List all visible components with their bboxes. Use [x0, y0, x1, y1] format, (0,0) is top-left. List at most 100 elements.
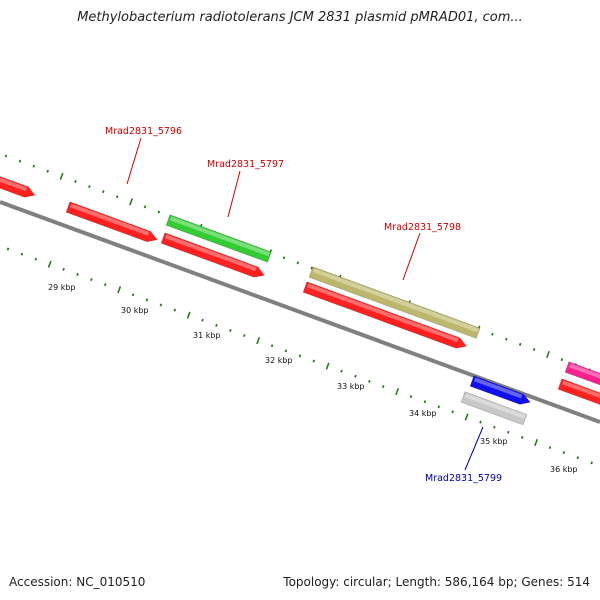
- tick-mark: [534, 438, 539, 447]
- tick-mark: [493, 425, 496, 429]
- gene-gray[interactable]: [460, 391, 528, 426]
- topology-label: Topology: circular; Length: 586,164 bp; …: [283, 575, 590, 589]
- tick-mark: [215, 323, 218, 327]
- gene-green[interactable]: [165, 214, 272, 263]
- tick-mark: [88, 185, 91, 189]
- gene-pink-partial[interactable]: [564, 361, 600, 390]
- gene-red-3[interactable]: [302, 281, 468, 349]
- tick-mark: [20, 252, 24, 256]
- tick-mark: [298, 354, 302, 358]
- scale-label-30kbp: 30 kbp: [121, 306, 149, 315]
- gene-label-leader-5799: [464, 426, 484, 471]
- tick-mark: [115, 195, 119, 199]
- tick-mark: [159, 303, 163, 307]
- gene-label-5798[interactable]: Mrad2831_5798: [384, 222, 461, 233]
- gene-red-partial-right-highlight: [562, 380, 600, 399]
- gene-label-5797[interactable]: Mrad2831_5797: [207, 159, 284, 170]
- tick-mark: [186, 311, 191, 319]
- scale-label-35kbp: 35 kbp: [480, 437, 508, 446]
- tick-mark: [546, 350, 550, 359]
- backbone-line: [0, 200, 600, 424]
- gene-label-leader-5797: [227, 170, 241, 218]
- scale-label-31kbp: 31 kbp: [193, 331, 221, 340]
- tick-mark: [173, 308, 177, 312]
- tick-mark: [256, 337, 261, 345]
- tick-mark: [576, 456, 580, 460]
- tick-mark: [340, 369, 343, 373]
- tick-mark: [520, 435, 524, 439]
- tick-mark: [145, 298, 149, 302]
- gene-label-5796[interactable]: Mrad2831_5796: [105, 126, 182, 137]
- tick-mark: [59, 172, 64, 180]
- tick-mark: [102, 190, 105, 194]
- tick-mark: [310, 266, 314, 270]
- tick-marks: [4, 154, 593, 465]
- tick-mark: [4, 154, 8, 158]
- gene-red-2[interactable]: [160, 232, 265, 278]
- tick-mark: [518, 342, 522, 346]
- tick-mark: [296, 261, 300, 265]
- tick-mark: [423, 400, 427, 404]
- scale-label-34kbp: 34 kbp: [409, 409, 437, 418]
- tick-mark: [90, 278, 93, 282]
- scale-label-36kbp: 36 kbp: [550, 465, 578, 474]
- tick-mark: [437, 405, 441, 409]
- tick-mark: [129, 198, 134, 206]
- tick-mark: [464, 413, 469, 421]
- tick-mark: [368, 379, 371, 383]
- tick-mark: [47, 260, 52, 268]
- gene-pink-partial-highlight: [569, 363, 600, 379]
- tick-mark: [505, 337, 508, 341]
- gene-red-1-highlight: [70, 203, 150, 236]
- tick-mark: [242, 334, 246, 338]
- tick-mark: [451, 410, 454, 414]
- tick-mark: [34, 257, 38, 261]
- tick-mark: [491, 332, 494, 336]
- tick-mark: [312, 359, 316, 363]
- tick-mark: [325, 362, 330, 370]
- tick-mark: [104, 283, 107, 287]
- tick-mark: [46, 169, 49, 173]
- gene-red-2-highlight: [165, 234, 257, 272]
- gene-red-1[interactable]: [65, 201, 158, 243]
- gene-red-partial-right[interactable]: [557, 378, 600, 405]
- map-title: Methylobacterium radiotolerans JCM 2831 …: [77, 10, 523, 25]
- gene-blue[interactable]: [469, 375, 531, 405]
- tick-mark: [143, 205, 147, 209]
- gene-khaki-highlight: [313, 268, 479, 333]
- tick-mark: [479, 420, 482, 424]
- tick-mark: [131, 293, 135, 297]
- gene-khaki[interactable]: [308, 266, 481, 339]
- gene-red-partial-left[interactable]: [0, 173, 36, 198]
- tick-mark: [354, 374, 357, 378]
- tick-mark: [229, 328, 232, 332]
- gene-label-leader-5796: [126, 137, 142, 185]
- tick-mark: [532, 347, 536, 351]
- tick-mark: [117, 286, 122, 294]
- gene-gray-highlight: [465, 393, 526, 419]
- gene-blue-highlight: [474, 377, 523, 399]
- tick-mark: [74, 179, 77, 183]
- tick-mark: [62, 267, 65, 271]
- gene-label-leader-5798: [402, 232, 421, 281]
- gene-red-partial-left-highlight: [0, 177, 28, 192]
- tick-mark: [6, 247, 10, 251]
- tick-mark: [562, 451, 566, 455]
- tick-mark: [284, 349, 288, 353]
- tick-mark: [32, 164, 36, 168]
- gene-label-5799[interactable]: Mrad2831_5799: [425, 473, 502, 484]
- gene-green-highlight: [170, 216, 270, 257]
- scale-label-32kbp: 32 kbp: [265, 356, 293, 365]
- tick-mark: [507, 430, 510, 434]
- gene-features: [0, 173, 600, 426]
- tick-mark: [157, 210, 161, 214]
- tick-mark: [395, 387, 400, 396]
- tick-mark: [590, 461, 593, 465]
- scale-label-29kbp: 29 kbp: [48, 283, 76, 292]
- accession-label: Accession: NC_010510: [9, 575, 146, 589]
- tick-mark: [201, 318, 204, 322]
- tick-mark: [282, 256, 286, 260]
- labels: 29 kbp 30 kbp 31 kbp 32 kbp 33 kbp 34 kb…: [48, 126, 578, 484]
- tick-mark: [270, 344, 274, 348]
